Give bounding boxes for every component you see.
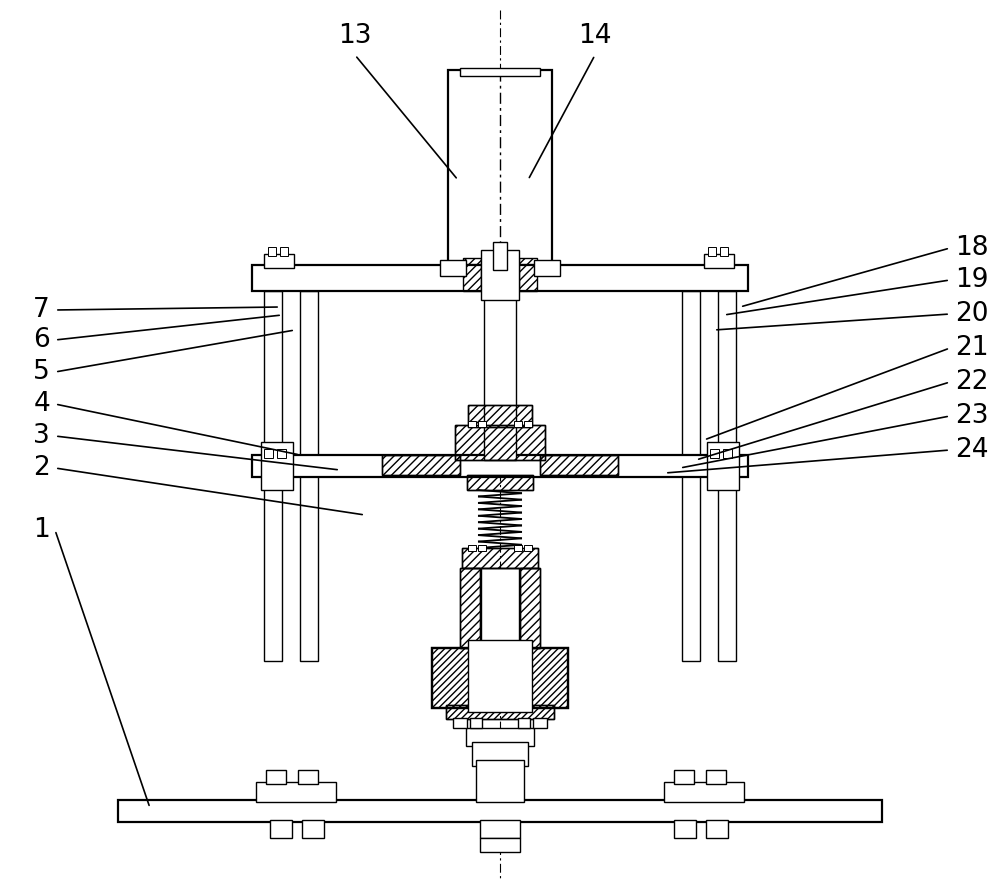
Bar [478, 545, 486, 551]
Bar [476, 760, 524, 802]
Bar [264, 449, 273, 458]
Bar [706, 770, 726, 784]
Bar [468, 545, 476, 551]
Bar [298, 770, 318, 784]
Text: 7: 7 [33, 297, 50, 323]
Bar [453, 718, 467, 728]
Text: 20: 20 [955, 301, 988, 327]
Text: 3: 3 [33, 423, 50, 449]
Bar [280, 247, 288, 256]
Bar [382, 455, 460, 475]
Bar [462, 548, 538, 568]
Bar [264, 291, 282, 661]
Text: 21: 21 [955, 335, 988, 361]
Text: 2: 2 [33, 455, 50, 481]
Bar [468, 421, 476, 427]
Bar [710, 449, 719, 458]
Bar [674, 770, 694, 784]
Text: 18: 18 [955, 235, 988, 261]
Bar [481, 568, 519, 648]
Bar [446, 705, 554, 719]
Bar [514, 421, 522, 427]
Bar [468, 405, 532, 427]
Bar [382, 455, 460, 475]
Bar [478, 421, 486, 427]
Bar [514, 545, 522, 551]
Bar [460, 568, 480, 648]
Bar [302, 820, 324, 838]
Bar [493, 242, 507, 270]
Bar [432, 648, 568, 708]
Bar [270, 820, 292, 838]
Bar [520, 568, 540, 648]
Bar [682, 291, 700, 661]
Bar [448, 70, 552, 265]
Bar [467, 475, 533, 490]
Bar [519, 258, 537, 291]
Text: 14: 14 [578, 23, 612, 49]
Bar [455, 425, 545, 460]
Bar [277, 449, 286, 458]
Bar [261, 442, 293, 490]
Text: 19: 19 [955, 267, 988, 293]
Bar [540, 455, 618, 475]
Bar [256, 782, 336, 802]
Bar [266, 770, 286, 784]
Bar [463, 258, 481, 291]
Bar [518, 718, 530, 728]
Bar [462, 548, 538, 568]
Bar [468, 405, 532, 427]
Bar [432, 648, 568, 708]
Bar [440, 260, 466, 276]
Bar [455, 425, 545, 460]
Bar [674, 820, 696, 838]
Bar [533, 718, 547, 728]
Bar [118, 800, 882, 822]
Bar [467, 475, 533, 490]
Bar [470, 718, 482, 728]
Bar [484, 295, 516, 460]
Bar [707, 442, 739, 490]
Bar [300, 291, 318, 661]
Bar [268, 247, 276, 256]
Bar [706, 820, 728, 838]
Bar [664, 782, 744, 802]
Bar [720, 247, 728, 256]
Bar [520, 568, 540, 648]
Bar [480, 820, 520, 838]
Bar [466, 728, 534, 746]
Text: 6: 6 [33, 327, 50, 353]
Bar [540, 455, 618, 475]
Bar [723, 449, 732, 458]
Text: 24: 24 [955, 437, 988, 463]
Bar [524, 545, 532, 551]
Bar [468, 640, 532, 712]
Bar [460, 68, 540, 76]
Text: 5: 5 [33, 359, 50, 385]
Bar [718, 291, 736, 661]
Bar [446, 705, 554, 719]
Bar [524, 421, 532, 427]
Text: 4: 4 [33, 391, 50, 417]
Bar [252, 455, 748, 477]
Text: 22: 22 [955, 369, 988, 395]
Bar [252, 265, 748, 291]
Text: 1: 1 [33, 517, 50, 543]
Text: 23: 23 [955, 403, 988, 429]
Text: 13: 13 [338, 23, 372, 49]
Bar [480, 838, 520, 852]
Bar [472, 742, 528, 766]
Bar [534, 260, 560, 276]
Bar [704, 254, 734, 268]
Bar [481, 250, 519, 300]
Bar [460, 568, 480, 648]
Bar [708, 247, 716, 256]
Bar [264, 254, 294, 268]
